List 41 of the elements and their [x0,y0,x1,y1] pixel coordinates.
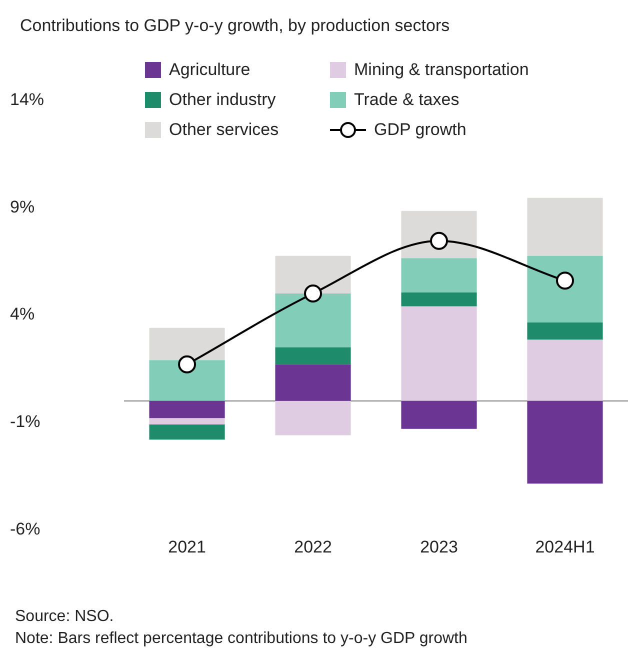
text: Note: Bars reflect percentage contributions to y-o-y GDP growth [15,629,468,648]
bar [401,258,477,292]
y-tick-label: -1% [10,412,40,432]
bar [149,360,225,401]
bar [149,424,225,440]
point [178,355,196,374]
bar [527,198,603,256]
bar [149,418,225,425]
bar [401,400,477,429]
x-tick-label: 2023 [420,538,458,557]
y-tick-label: -6% [10,519,40,538]
point [556,272,574,290]
source-note: Source: NSO. [15,607,115,627]
bar [275,400,351,436]
bar [527,400,603,484]
y-tick-label: 14% [10,90,44,109]
bar [401,306,477,401]
bar [149,400,225,418]
chart-title: Contributions to GDP y-o-y growth, by production sectors [20,16,450,36]
bar [527,256,603,323]
legend-label: Mining & transportation [354,60,529,80]
bar [527,322,603,340]
x-tick-label: 2021 [168,538,206,557]
x-tick-label: 2022 [294,538,332,557]
bar [275,294,351,348]
y-tick-label: 4% [10,304,35,324]
bar [149,328,225,360]
bar [275,256,351,294]
y-tick-label: 9% [10,197,35,216]
legend-label: Other services [169,120,279,140]
point [430,232,448,250]
legend-label: Other industry [169,90,276,110]
point [304,284,322,303]
bar [275,347,351,364]
bar [401,292,477,306]
x-tick-label: 2024H1 [535,538,595,557]
legend-label: Agriculture [169,60,250,80]
legend-label: Trade & taxes [354,90,460,110]
bar [275,364,351,401]
bar [527,340,603,401]
legend-label: GDP growth [374,120,466,140]
